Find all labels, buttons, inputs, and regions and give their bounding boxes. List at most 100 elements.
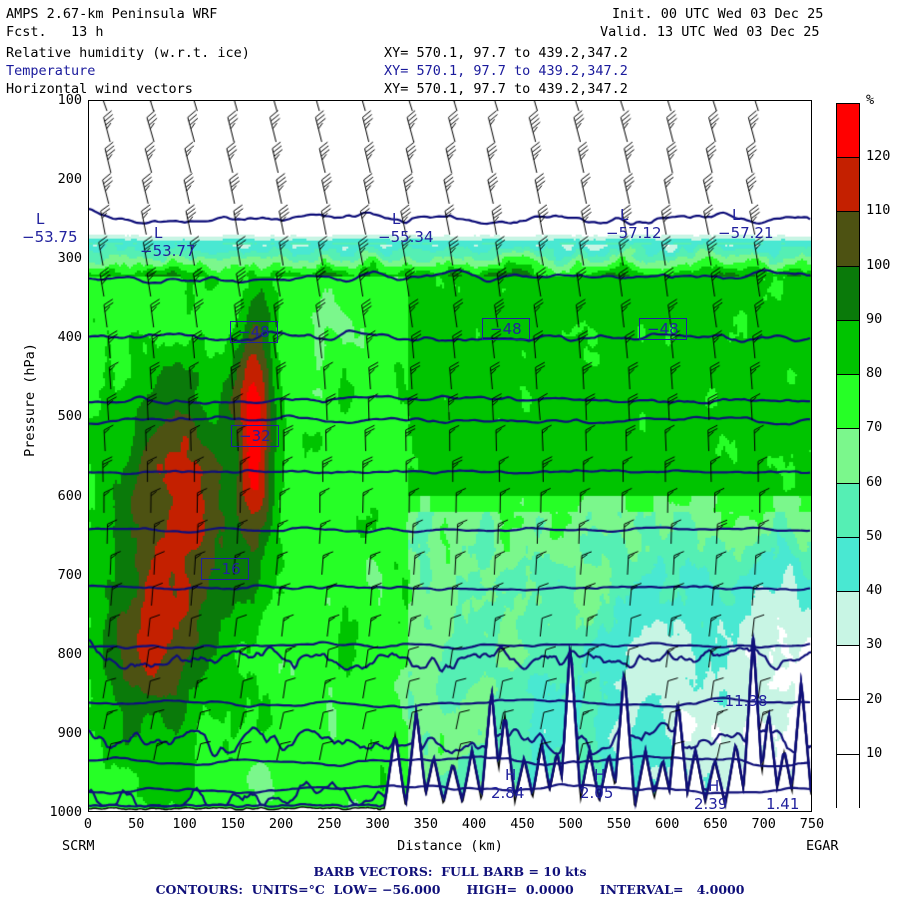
y-tick-500: 500: [57, 408, 82, 425]
annotation-value: −53.77: [140, 242, 196, 260]
colorbar-segment-9: [837, 591, 859, 647]
x-tick-700: 700: [751, 816, 776, 832]
y-axis-label: Pressure (hPa): [22, 343, 38, 457]
field-xy-rh: XY= 570.1, 97.7 to 439.2,347.2: [384, 45, 628, 61]
annotation-2: L −55.34: [378, 210, 434, 246]
annotation-value: −55.34: [378, 228, 434, 246]
colorbar-segment-12: [837, 754, 859, 809]
annotation-8: −32: [231, 425, 279, 447]
annotation-marker: L: [620, 206, 629, 224]
field-xy-temp: XY= 570.1, 97.7 to 439.2,347.2: [384, 63, 628, 79]
annotation-7: −48: [639, 318, 687, 340]
colorbar-tick-60: 60: [866, 473, 883, 490]
annotation-value: −57.21: [718, 224, 774, 242]
annotation-0: L −53.75: [22, 210, 78, 246]
annotation-5: −48: [230, 321, 278, 343]
colorbar-unit-label: %: [866, 92, 875, 108]
annotation-marker: L: [392, 210, 401, 228]
annotation-value: −57.12: [606, 224, 662, 242]
x-tick-100: 100: [172, 816, 197, 832]
x-tick-600: 600: [654, 816, 680, 832]
annotation-value: 2.39: [694, 795, 728, 813]
annotation-1: L −53.77: [140, 224, 196, 260]
footer-contour-legend: CONTOURS: UNITS=°C LOW= −56.000 HIGH= 0.…: [155, 882, 745, 897]
colorbar-tick-20: 20: [866, 690, 883, 707]
temperature-contours-and-wind-barbs: [89, 101, 811, 811]
init-time: Init. 00 UTC Wed 03 Dec 25: [612, 6, 824, 22]
annotation-value: 2.05: [580, 784, 614, 802]
field-name-wind: Horizontal wind vectors: [6, 81, 193, 97]
station-label-right: EGAR: [806, 838, 839, 854]
x-tick-300: 300: [365, 816, 390, 832]
x-tick-750: 750: [799, 816, 825, 832]
x-tick-200: 200: [268, 816, 294, 832]
annotation-value: −48: [639, 318, 687, 340]
model-title: AMPS 2.67-km Peninsula WRF: [6, 6, 218, 22]
forecast-hour: Fcst. 13 h: [6, 24, 104, 40]
footer-barb-legend: BARB VECTORS: FULL BARB = 10 kts: [313, 864, 587, 879]
y-tick-600: 600: [57, 487, 82, 504]
annotation-value: 1.41: [766, 795, 800, 813]
x-tick-450: 450: [510, 816, 535, 832]
cross-section-plot[interactable]: [88, 100, 812, 812]
y-tick-100: 100: [57, 92, 82, 108]
colorbar-tick-70: 70: [866, 419, 883, 436]
colorbar-tick-30: 30: [866, 636, 883, 653]
annotation-12: H 2.39: [694, 777, 728, 813]
colorbar-tick-10: 10: [866, 744, 883, 761]
y-tick-400: 400: [57, 329, 82, 346]
annotation-marker: H: [594, 766, 606, 784]
x-tick-550: 550: [606, 816, 632, 832]
colorbar-tick-110: 110: [866, 202, 891, 219]
y-tick-900: 900: [57, 724, 82, 741]
colorbar-segment-10: [837, 646, 859, 701]
colorbar-tick-50: 50: [866, 527, 883, 544]
y-tick-300: 300: [57, 250, 82, 267]
x-tick-150: 150: [220, 816, 245, 832]
colorbar-tick-40: 40: [866, 582, 883, 599]
colorbar-segment-3: [837, 266, 859, 321]
colorbar-segment-8: [837, 537, 859, 592]
annotation-10: H 2.84: [491, 766, 525, 802]
colorbar-segment-4: [837, 320, 859, 376]
annotation-value: −48: [482, 318, 530, 340]
annotation-value: −32: [231, 425, 279, 447]
annotation-value: −16: [201, 558, 249, 580]
annotation-marker: L: [154, 224, 163, 242]
field-name-temp: Temperature: [6, 63, 96, 79]
colorbar-tick-120: 120: [866, 148, 891, 165]
x-tick-350: 350: [413, 816, 439, 832]
colorbar-segment-6: [837, 429, 859, 484]
annotation-value: −48: [230, 321, 278, 343]
annotation-11: H 2.05: [580, 766, 614, 802]
valid-time: Valid. 13 UTC Wed 03 Dec 25: [600, 24, 820, 40]
annotation-13: 1.41: [766, 795, 799, 813]
annotation-value: −11.38: [712, 692, 768, 710]
annotation-6: −48: [482, 318, 530, 340]
annotation-value: −53.75: [22, 228, 78, 246]
colorbar-tick-80: 80: [866, 365, 883, 382]
colorbar-segment-2: [837, 212, 859, 267]
colorbar-segment-7: [837, 483, 859, 538]
annotation-marker: H: [505, 766, 517, 784]
colorbar-tick-100: 100: [866, 256, 891, 273]
y-tick-700: 700: [57, 566, 82, 583]
x-tick-0: 0: [83, 816, 93, 832]
colorbar-segment-0: [837, 104, 859, 159]
x-tick-400: 400: [461, 816, 487, 832]
colorbar-segment-1: [837, 158, 859, 213]
annotation-4: L −57.21: [718, 206, 774, 242]
field-name-rh: Relative humidity (w.r.t. ice): [6, 45, 250, 61]
annotation-marker: L: [732, 206, 741, 224]
colorbar-segment-11: [837, 700, 859, 755]
station-label-left: SCRM: [62, 838, 95, 854]
x-axis-label: Distance (km): [397, 838, 503, 854]
annotation-3: L −57.12: [606, 206, 662, 242]
x-tick-250: 250: [317, 816, 342, 832]
colorbar: [836, 103, 860, 809]
x-tick-500: 500: [558, 816, 583, 832]
colorbar-tick-90: 90: [866, 310, 883, 327]
annotation-value: 2.84: [491, 784, 525, 802]
x-tick-50: 50: [128, 816, 145, 832]
annotation-9: −16: [201, 558, 249, 580]
